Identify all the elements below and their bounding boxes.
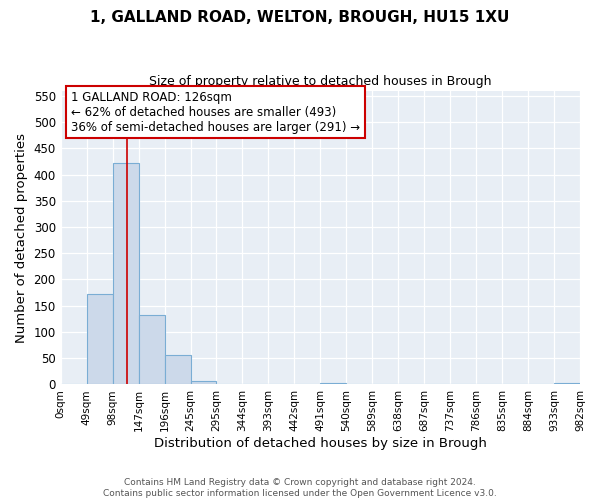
Bar xyxy=(554,383,580,384)
Bar xyxy=(139,314,164,384)
Bar xyxy=(113,163,139,384)
X-axis label: Distribution of detached houses by size in Brough: Distribution of detached houses by size … xyxy=(154,437,487,450)
Text: Contains HM Land Registry data © Crown copyright and database right 2024.
Contai: Contains HM Land Registry data © Crown c… xyxy=(103,478,497,498)
Bar xyxy=(164,354,191,384)
Title: Size of property relative to detached houses in Brough: Size of property relative to detached ho… xyxy=(149,75,491,88)
Text: 1, GALLAND ROAD, WELTON, BROUGH, HU15 1XU: 1, GALLAND ROAD, WELTON, BROUGH, HU15 1X… xyxy=(91,10,509,25)
Bar xyxy=(86,294,113,384)
Y-axis label: Number of detached properties: Number of detached properties xyxy=(15,132,28,342)
Bar xyxy=(191,381,217,384)
Text: 1 GALLAND ROAD: 126sqm
← 62% of detached houses are smaller (493)
36% of semi-de: 1 GALLAND ROAD: 126sqm ← 62% of detached… xyxy=(71,90,360,134)
Bar xyxy=(320,383,346,384)
